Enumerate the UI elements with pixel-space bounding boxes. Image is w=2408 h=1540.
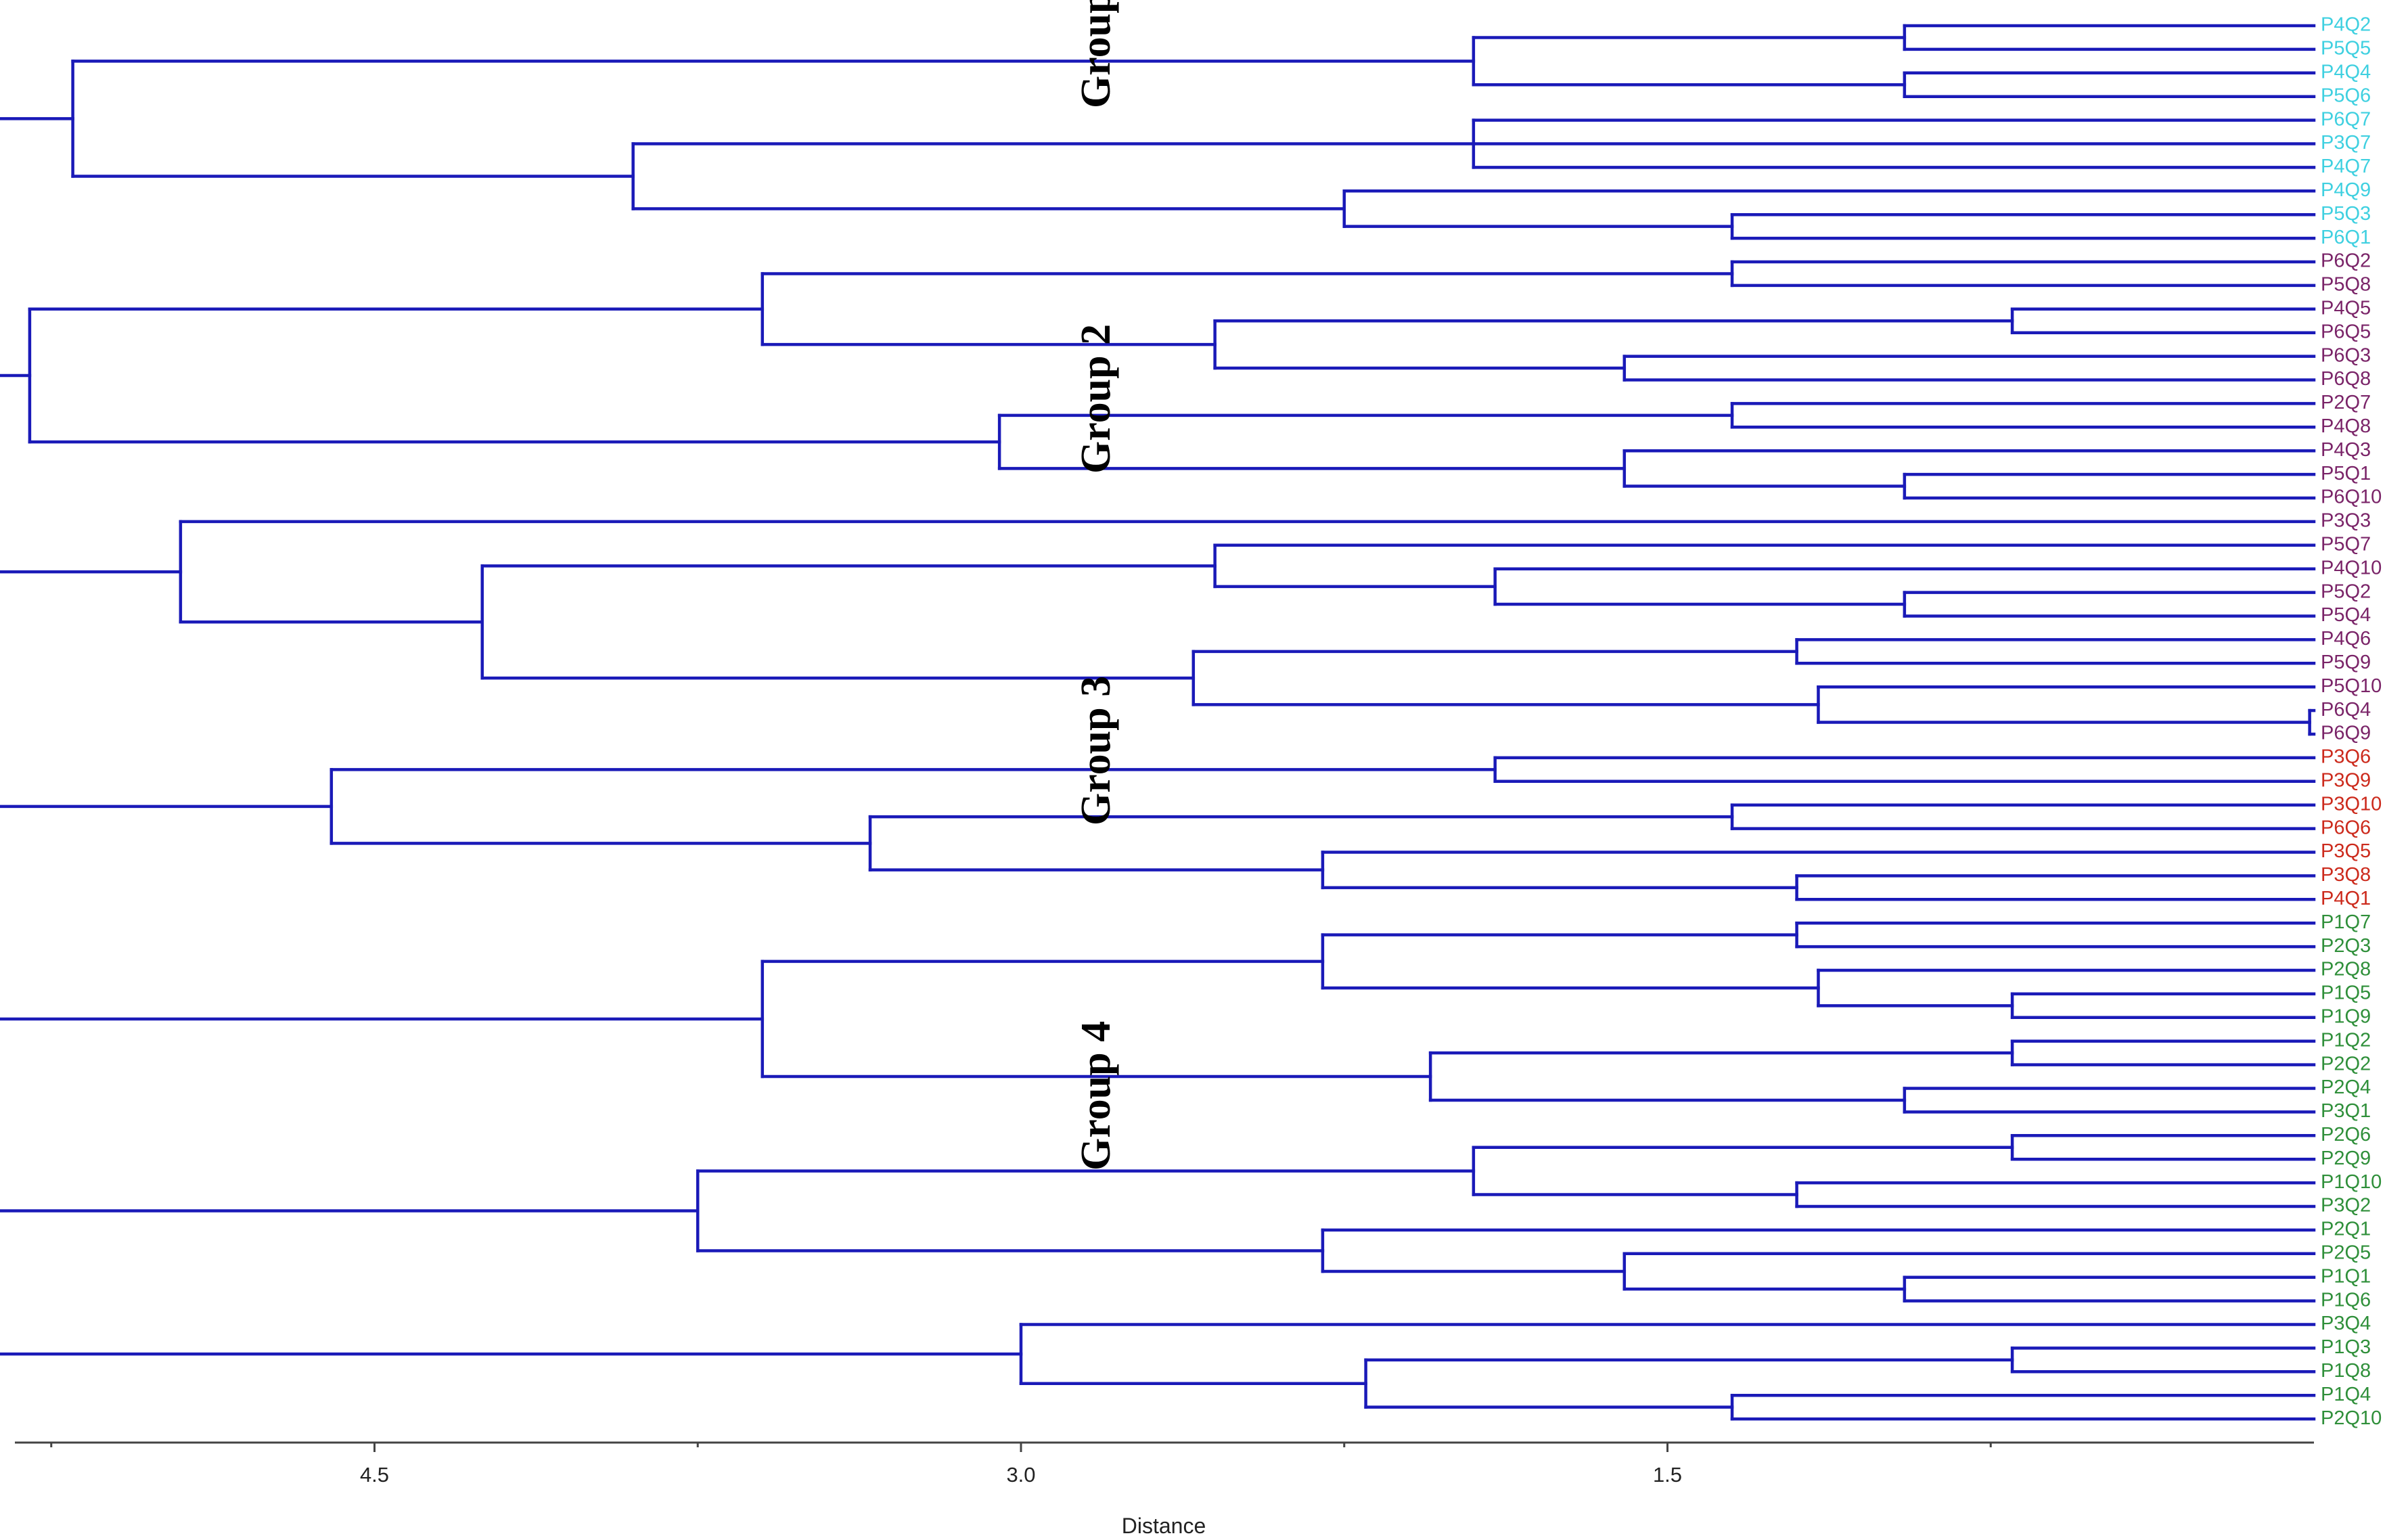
- leaf-label: P5Q10: [2321, 675, 2382, 697]
- leaf-label: P6Q2: [2321, 250, 2371, 272]
- leaf-label: P6Q8: [2321, 368, 2371, 390]
- leaf-labels: P4Q2P5Q5P4Q4P5Q6P6Q7P3Q7P4Q7P4Q9P5Q3P6Q1…: [2321, 14, 2382, 1429]
- leaf-label: P6Q7: [2321, 108, 2371, 130]
- leaf-label: P4Q1: [2321, 888, 2371, 909]
- leaf-label: P3Q2: [2321, 1195, 2371, 1217]
- group-4-label: Group 4: [1073, 1021, 1119, 1171]
- leaf-label: P5Q3: [2321, 203, 2371, 225]
- x-axis-ticks: 15.013.512.010.59.07.56.04.53.01.5: [50, 1443, 1992, 1487]
- leaf-label: P2Q4: [2321, 1077, 2371, 1098]
- group-2-label: Group 2: [1073, 324, 1119, 474]
- leaf-label: P6Q9: [2321, 723, 2371, 744]
- leaf-label: P6Q4: [2321, 699, 2371, 721]
- leaf-label: P4Q5: [2321, 297, 2371, 319]
- leaf-label: P1Q4: [2321, 1384, 2371, 1405]
- leaf-label: P4Q10: [2321, 557, 2382, 579]
- leaf-label: P1Q7: [2321, 911, 2371, 933]
- leaf-label: P2Q7: [2321, 392, 2371, 413]
- leaf-label: P3Q6: [2321, 746, 2371, 768]
- leaf-label: P6Q3: [2321, 344, 2371, 366]
- leaf-label: P3Q1: [2321, 1100, 2371, 1122]
- leaf-label: P4Q2: [2321, 14, 2371, 36]
- leaf-label: P2Q8: [2321, 959, 2371, 980]
- x-axis-tick-label: 3.0: [1006, 1463, 1035, 1487]
- leaf-label: P2Q10: [2321, 1407, 2382, 1429]
- leaf-label: P1Q6: [2321, 1289, 2371, 1311]
- leaf-label: P2Q6: [2321, 1124, 2371, 1146]
- leaf-label: P4Q7: [2321, 156, 2371, 177]
- leaf-label: P1Q3: [2321, 1336, 2371, 1358]
- leaf-label: P5Q8: [2321, 274, 2371, 296]
- leaf-label: P5Q9: [2321, 652, 2371, 673]
- leaf-label: P2Q3: [2321, 935, 2371, 957]
- dendrogram-links: [0, 24, 2316, 1421]
- leaf-label: P3Q10: [2321, 793, 2382, 815]
- x-axis: 15.013.512.010.59.07.56.04.53.01.5 Dista…: [15, 1441, 2314, 1538]
- leaf-label: P4Q6: [2321, 628, 2371, 650]
- group-1-label: Group 1: [1073, 0, 1119, 108]
- leaf-label: P4Q3: [2321, 439, 2371, 461]
- group-labels: Group 1 Group 2 Group 3 Group 4: [1073, 0, 1119, 1171]
- x-axis-tick-label: 4.5: [360, 1463, 389, 1487]
- leaf-label: P3Q3: [2321, 510, 2371, 532]
- leaf-label: P3Q5: [2321, 840, 2371, 862]
- leaf-label: P2Q9: [2321, 1148, 2371, 1169]
- leaf-label: P6Q10: [2321, 486, 2382, 508]
- leaf-label: P1Q5: [2321, 982, 2371, 1004]
- leaf-label: P1Q8: [2321, 1360, 2371, 1382]
- leaf-label: P4Q9: [2321, 179, 2371, 201]
- leaf-label: P5Q6: [2321, 85, 2371, 106]
- leaf-label: P6Q6: [2321, 817, 2371, 838]
- leaf-label: P3Q9: [2321, 769, 2371, 791]
- leaf-label: P1Q1: [2321, 1265, 2371, 1287]
- x-axis-tick-label: 1.5: [1653, 1463, 1682, 1487]
- leaf-label: P5Q4: [2321, 604, 2371, 626]
- leaf-label: P6Q5: [2321, 321, 2371, 342]
- leaf-label: P5Q1: [2321, 463, 2371, 484]
- leaf-label: P4Q4: [2321, 61, 2371, 83]
- group-3-label: Group 3: [1073, 676, 1119, 825]
- leaf-label: P3Q7: [2321, 132, 2371, 154]
- leaf-label: P4Q8: [2321, 415, 2371, 437]
- leaf-label: P1Q2: [2321, 1029, 2371, 1051]
- leaf-label: P2Q5: [2321, 1242, 2371, 1263]
- leaf-label: P3Q8: [2321, 864, 2371, 886]
- x-axis-title: Distance: [1122, 1514, 1206, 1538]
- leaf-label: P6Q1: [2321, 227, 2371, 248]
- leaf-label: P5Q5: [2321, 38, 2371, 60]
- leaf-label: P1Q10: [2321, 1171, 2382, 1193]
- leaf-label: P1Q9: [2321, 1005, 2371, 1027]
- leaf-label: P2Q1: [2321, 1219, 2371, 1240]
- leaf-label: P3Q4: [2321, 1313, 2371, 1334]
- leaf-label: P5Q7: [2321, 533, 2371, 555]
- leaf-label: P2Q2: [2321, 1053, 2371, 1074]
- leaf-label: P5Q2: [2321, 581, 2371, 602]
